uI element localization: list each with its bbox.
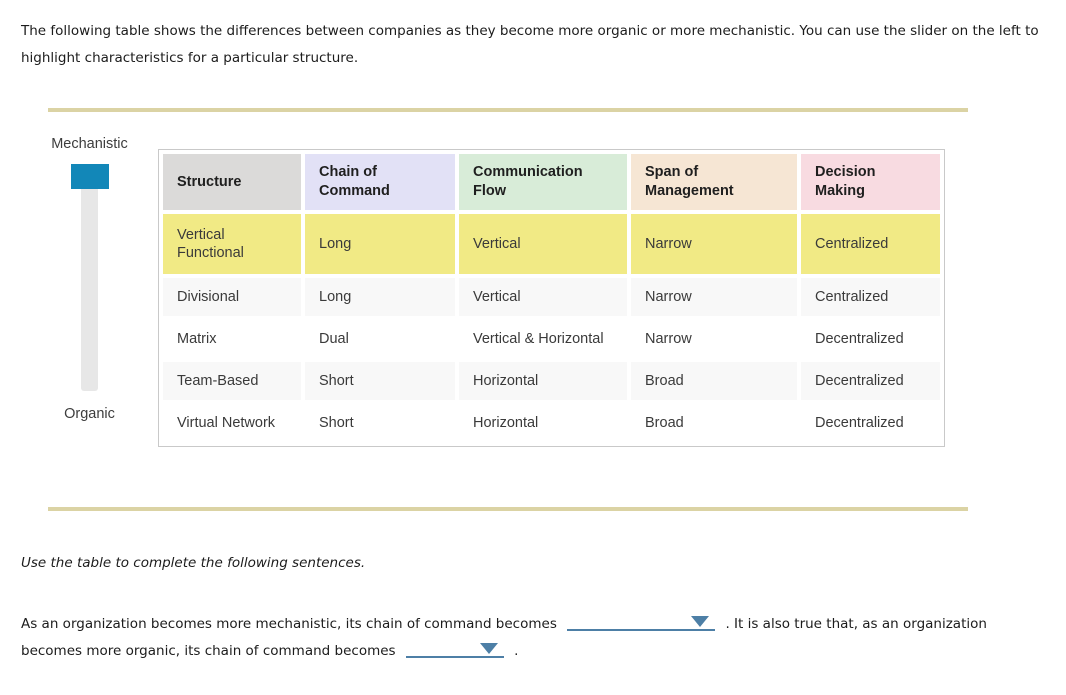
column-header: Structure [163,154,301,210]
table-cell: Decentralized [801,320,940,358]
table-row: Team-Based Short Horizontal Broad Decentrali… [163,362,940,400]
table-cell: Vertical [459,278,627,316]
column-header: Span of Management [631,154,797,210]
table-cell: Decentralized [801,404,940,442]
column-header: Communication Flow [459,154,627,210]
table-cell: Vertical Functional [163,214,301,274]
table-cell: Centralized [801,214,940,274]
sentence-part-1: As an organization becomes more mechanis… [21,616,557,632]
divider-top [48,108,968,112]
table-header-row: Structure Chain of Command Communication F… [163,154,940,210]
chain-of-command-mechanistic-dropdown[interactable] [567,614,716,631]
divider-bottom [48,507,968,511]
structure-slider: Mechanistic Organic [21,136,158,422]
table-cell: Long [305,278,455,316]
table-cell: Team-Based [163,362,301,400]
table-row-highlighted: Vertical Functional Long Vertical Narrow Cen… [163,214,940,274]
table-cell: Vertical [459,214,627,274]
fill-in-sentence: As an organization becomes more mechanis… [21,611,1021,665]
intro-text: The following table shows the difference… [21,23,1039,66]
slider-and-table-section: Mechanistic Organic Structure Chain of Co… [21,136,1045,447]
caret-down-icon [691,616,710,627]
table-cell: Divisional [163,278,301,316]
caret-down-icon [479,643,498,654]
table-cell: Matrix [163,320,301,358]
sentence-part-3: . [514,643,519,659]
slider-label-organic: Organic [64,406,115,422]
instruction-text: Use the table to complete the following … [21,555,366,571]
table-cell: Broad [631,362,797,400]
sentence-part-2: . It is also true that, as an organizati… [21,616,987,659]
table-cell: Vertical & Horizontal [459,320,627,358]
structure-slider-handle[interactable] [70,164,109,189]
table-cell: Short [305,404,455,442]
table-cell: Narrow [631,278,797,316]
table-cell: Narrow [631,214,797,274]
table-cell: Decentralized [801,362,940,400]
column-header: Decision Making [801,154,940,210]
table-cell: Broad [631,404,797,442]
table-cell: Virtual Network [163,404,301,442]
table-cell: Horizontal [459,362,627,400]
table-cell: Narrow [631,320,797,358]
table-cell: Centralized [801,278,940,316]
chain-of-command-organic-dropdown[interactable] [405,641,504,658]
table-cell: Long [305,214,455,274]
table-row: Matrix Dual Vertical & Horizontal Narrow Dec… [163,320,940,358]
table-cell: Dual [305,320,455,358]
slider-label-mechanistic: Mechanistic [51,136,128,152]
structure-slider-track[interactable] [70,164,109,391]
table-cell: Horizontal [459,404,627,442]
table-row: Divisional Long Vertical Narrow Centralized [163,278,940,316]
table-cell: Short [305,362,455,400]
table-row: Virtual Network Short Horizontal Broad Decen… [163,404,940,442]
structure-comparison-table: Structure Chain of Command Communication F… [158,149,945,447]
column-header: Chain of Command [305,154,455,210]
